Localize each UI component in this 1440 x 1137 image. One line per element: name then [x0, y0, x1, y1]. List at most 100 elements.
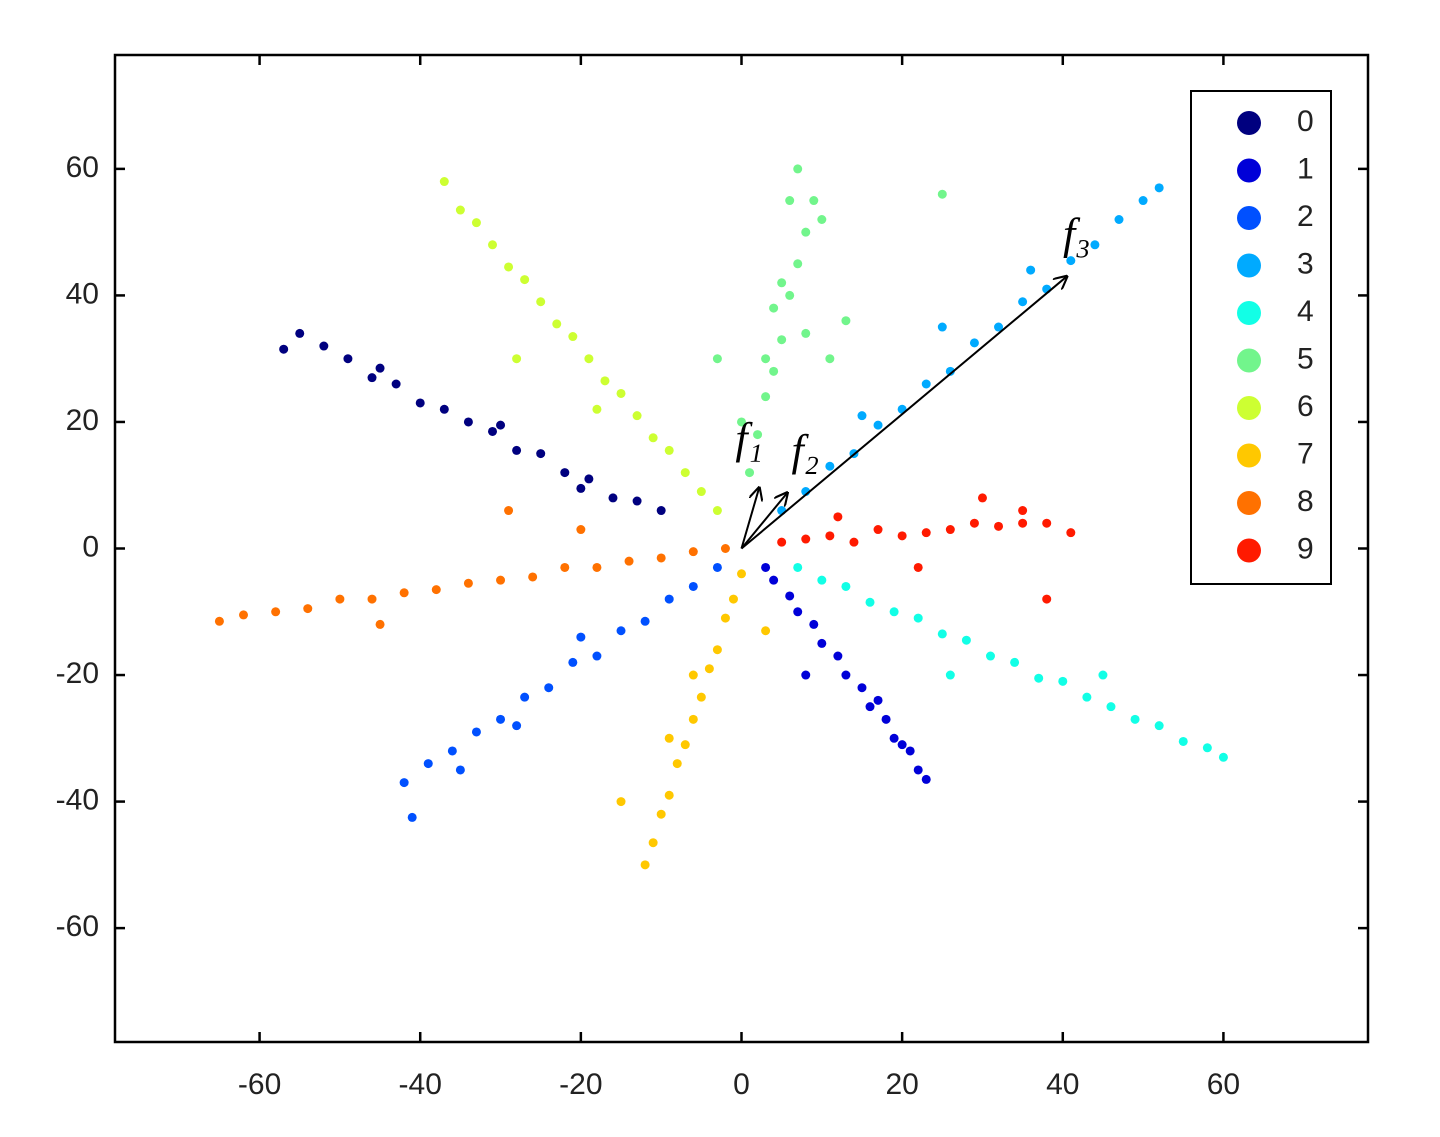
y-tick-label: -60	[56, 910, 99, 943]
point	[496, 575, 506, 585]
point	[399, 588, 409, 598]
point	[761, 626, 771, 636]
point	[488, 426, 498, 436]
x-tick-label: -60	[238, 1068, 281, 1101]
point	[1154, 183, 1164, 193]
legend-marker	[1237, 111, 1261, 135]
point	[407, 812, 417, 822]
point	[785, 290, 795, 300]
point	[921, 379, 931, 389]
legend-marker	[1237, 206, 1261, 230]
point	[1098, 670, 1108, 680]
point	[945, 366, 955, 376]
point	[937, 189, 947, 199]
point	[1082, 692, 1092, 702]
point	[712, 506, 722, 516]
point	[656, 506, 666, 516]
legend-marker	[1237, 301, 1261, 325]
point	[640, 616, 650, 626]
point	[592, 651, 602, 661]
legend-label: 5	[1297, 342, 1314, 375]
point	[688, 581, 698, 591]
legend-marker	[1237, 443, 1261, 468]
legend-label: 3	[1297, 247, 1314, 280]
point	[664, 790, 674, 800]
point	[849, 537, 859, 547]
point	[793, 607, 803, 617]
point	[439, 177, 449, 187]
point	[945, 525, 955, 535]
point	[688, 714, 698, 724]
point	[921, 774, 931, 784]
point	[769, 366, 779, 376]
point	[415, 398, 425, 408]
point	[239, 610, 249, 620]
point	[688, 547, 698, 557]
point	[937, 629, 947, 639]
point	[1138, 196, 1148, 206]
annotation-arrow	[740, 488, 760, 549]
point	[648, 838, 658, 848]
point	[841, 670, 851, 680]
point	[1178, 736, 1188, 746]
legend-marker	[1237, 348, 1261, 373]
legend-label: 4	[1297, 295, 1314, 328]
point	[1018, 297, 1028, 307]
annotation-label: f₁	[735, 414, 763, 463]
point	[889, 607, 899, 617]
point	[303, 604, 313, 614]
point	[817, 215, 827, 224]
point	[504, 262, 514, 272]
point	[801, 534, 811, 544]
point	[1154, 721, 1164, 731]
point	[873, 695, 883, 705]
point	[1034, 673, 1044, 683]
point	[809, 196, 819, 206]
point	[471, 218, 481, 228]
legend-box	[1190, 90, 1332, 585]
point	[656, 809, 666, 819]
point	[471, 727, 481, 737]
point	[737, 417, 746, 427]
point	[945, 670, 955, 680]
x-tick-label: 60	[1207, 1068, 1240, 1101]
point	[897, 531, 907, 541]
point	[656, 553, 666, 563]
point	[994, 521, 1004, 531]
point	[769, 303, 779, 313]
point	[504, 506, 514, 516]
point	[1130, 714, 1140, 724]
point	[961, 635, 971, 645]
point	[913, 765, 923, 775]
point	[753, 430, 763, 440]
point	[817, 638, 827, 648]
legend: 0 1 2 3 4 5 6 7 8 9	[1190, 90, 1332, 585]
point	[664, 445, 674, 455]
point	[592, 404, 602, 414]
point	[672, 759, 682, 769]
point	[712, 645, 722, 655]
point	[335, 594, 345, 604]
point	[375, 363, 385, 373]
point	[680, 468, 690, 478]
point	[576, 632, 586, 642]
point	[817, 575, 827, 585]
x-tick-label: 20	[885, 1068, 918, 1101]
legend-label: 7	[1297, 437, 1314, 470]
point	[488, 240, 498, 250]
point	[664, 733, 674, 743]
point	[536, 449, 546, 459]
point	[801, 227, 811, 237]
point	[833, 651, 843, 661]
point	[319, 341, 329, 351]
point	[793, 259, 803, 269]
point	[985, 651, 995, 661]
point	[1090, 240, 1100, 250]
point	[343, 354, 353, 364]
point	[512, 445, 522, 455]
x-tick-label: -20	[559, 1068, 602, 1101]
point	[825, 354, 835, 364]
point	[1010, 657, 1020, 667]
point	[1066, 528, 1076, 538]
point	[279, 344, 289, 354]
